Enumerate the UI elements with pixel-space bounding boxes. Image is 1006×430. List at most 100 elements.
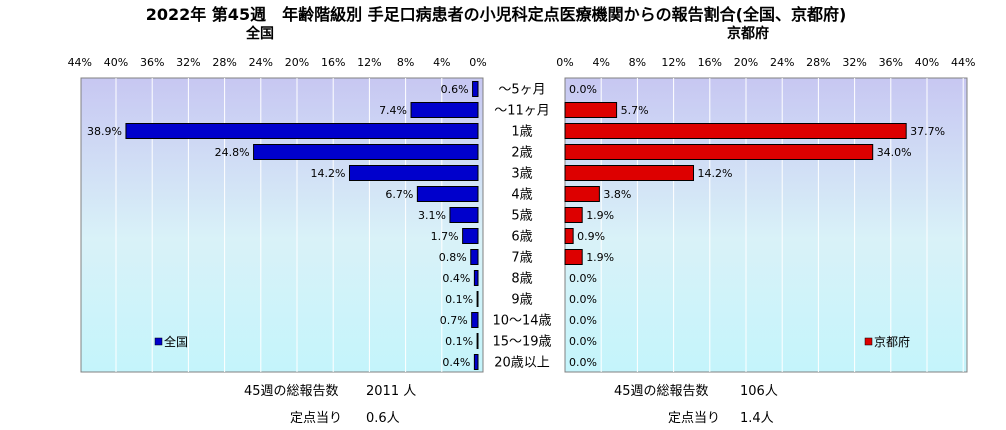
kyoto-bar bbox=[564, 207, 583, 223]
national-value-label: 38.9% bbox=[87, 125, 122, 138]
kyoto-bars: 0.0% 5.7% 37.7% 34.0% 14.2% 3.8% 1.9% 0.9% 1.9% 0… bbox=[564, 83, 945, 369]
kyoto-tick-label: 4% bbox=[592, 56, 609, 69]
national-tick-label: 20% bbox=[285, 56, 309, 69]
kyoto-legend-label: 京都府 bbox=[874, 334, 910, 349]
kyoto-tick-label: 36% bbox=[879, 56, 903, 69]
national-tick-label: 40% bbox=[104, 56, 128, 69]
kyoto-tick-label: 8% bbox=[629, 56, 646, 69]
national-value-label: 0.4% bbox=[442, 272, 470, 285]
national-value-label: 0.1% bbox=[445, 293, 473, 306]
national-tick-label: 4% bbox=[433, 56, 450, 69]
kyoto-tick-label: 0% bbox=[556, 56, 573, 69]
national-bar bbox=[470, 249, 479, 265]
age-category-label: 2歳 bbox=[511, 146, 532, 161]
age-category-label: ～11ヶ月 bbox=[494, 104, 550, 119]
age-category-labels: ～5ヶ月 ～11ヶ月 1歳 2歳 3歳 4歳 5歳 6歳 7歳 8歳 9歳 10～14歳 15～19歳 2… bbox=[492, 83, 551, 371]
kyoto-footer: 45週の総報告数 106人 定点当り 1.4人 bbox=[614, 384, 778, 426]
national-value-label: 1.7% bbox=[431, 230, 459, 243]
national-value-label: 3.1% bbox=[418, 209, 446, 222]
national-value-label: 14.2% bbox=[311, 167, 346, 180]
kyoto-x-axis-ticks: 0% 4% 8% 12% 16% 20% 24% 28% 32% 36% 40% 44% bbox=[556, 56, 975, 69]
kyoto-value-label: 37.7% bbox=[910, 125, 945, 138]
kyoto-tick-label: 20% bbox=[734, 56, 758, 69]
kyoto-legend-swatch bbox=[864, 337, 873, 346]
national-legend: 全国 bbox=[154, 334, 188, 349]
national-value-label: 0.1% bbox=[445, 335, 473, 348]
kyoto-tick-label: 24% bbox=[770, 56, 794, 69]
kyoto-value-label: 0.0% bbox=[569, 83, 597, 96]
national-legend-swatch bbox=[154, 337, 163, 346]
national-bar bbox=[449, 207, 479, 223]
kyoto-per-value: 1.4人 bbox=[740, 411, 774, 426]
kyoto-panel-title: 京都府 bbox=[727, 25, 769, 42]
national-value-label: 24.8% bbox=[215, 146, 250, 159]
kyoto-value-label: 0.9% bbox=[577, 230, 605, 243]
kyoto-per-label: 定点当り bbox=[668, 411, 720, 426]
national-tick-label: 0% bbox=[469, 56, 486, 69]
kyoto-value-label: 14.2% bbox=[698, 167, 733, 180]
national-total-value: 2011 人 bbox=[366, 384, 416, 399]
age-category-label: 1歳 bbox=[511, 125, 532, 140]
age-category-label: 4歳 bbox=[511, 188, 532, 203]
kyoto-value-label: 34.0% bbox=[877, 146, 912, 159]
national-legend-label: 全国 bbox=[164, 334, 188, 349]
kyoto-value-label: 1.9% bbox=[586, 251, 614, 264]
kyoto-tick-label: 32% bbox=[842, 56, 866, 69]
national-bar bbox=[462, 228, 479, 244]
national-value-label: 0.7% bbox=[440, 314, 468, 327]
national-tick-label: 36% bbox=[140, 56, 164, 69]
kyoto-tick-label: 44% bbox=[951, 56, 975, 69]
national-tick-label: 16% bbox=[321, 56, 345, 69]
age-category-label: 9歳 bbox=[511, 293, 532, 308]
age-category-label: 15～19歳 bbox=[492, 335, 551, 350]
national-tick-label: 32% bbox=[176, 56, 200, 69]
kyoto-value-label: 1.9% bbox=[586, 209, 614, 222]
national-value-label: 7.4% bbox=[379, 104, 407, 117]
national-bar bbox=[473, 354, 479, 370]
kyoto-tick-label: 16% bbox=[698, 56, 722, 69]
kyoto-bar bbox=[564, 228, 574, 244]
national-bar bbox=[473, 270, 479, 286]
chart-title: 2022年 第45週 年齢階級別 手足口病患者の小児科定点医療機関からの報告割合… bbox=[146, 5, 847, 24]
kyoto-value-label: 0.0% bbox=[569, 272, 597, 285]
age-category-label: 7歳 bbox=[511, 251, 532, 266]
kyoto-plot-area bbox=[564, 77, 968, 373]
age-category-label: 8歳 bbox=[511, 272, 532, 287]
national-tick-label: 24% bbox=[249, 56, 273, 69]
national-footer: 45週の総報告数 2011 人 定点当り 0.6人 bbox=[244, 384, 416, 426]
kyoto-value-label: 0.0% bbox=[569, 314, 597, 327]
kyoto-value-label: 0.0% bbox=[569, 335, 597, 348]
age-category-label: 10～14歳 bbox=[492, 314, 551, 329]
national-x-axis-ticks: 44% 40% 36% 32% 28% 24% 20% 16% 12% 8% 4% 0% bbox=[68, 56, 487, 69]
kyoto-bar bbox=[564, 102, 618, 118]
national-per-label: 定点当り bbox=[290, 411, 342, 426]
age-category-label: ～5ヶ月 bbox=[498, 83, 545, 98]
kyoto-legend: 京都府 bbox=[864, 334, 910, 349]
kyoto-value-label: 3.8% bbox=[603, 188, 631, 201]
kyoto-bar bbox=[564, 123, 907, 139]
national-bar bbox=[472, 81, 479, 97]
national-bar bbox=[125, 123, 479, 139]
national-total-label: 45週の総報告数 bbox=[244, 384, 339, 399]
kyoto-value-label: 0.0% bbox=[569, 356, 597, 369]
age-category-label: 5歳 bbox=[511, 209, 532, 224]
national-bar bbox=[410, 102, 479, 118]
national-bar bbox=[348, 165, 479, 181]
kyoto-bar bbox=[564, 186, 600, 202]
kyoto-tick-label: 12% bbox=[661, 56, 685, 69]
kyoto-total-value: 106人 bbox=[740, 384, 778, 399]
kyoto-tick-label: 28% bbox=[806, 56, 830, 69]
kyoto-value-label: 0.0% bbox=[569, 293, 597, 306]
national-value-label: 6.7% bbox=[385, 188, 413, 201]
national-plot-area bbox=[80, 77, 484, 373]
national-tick-label: 8% bbox=[397, 56, 414, 69]
kyoto-bar bbox=[564, 144, 874, 160]
national-value-label: 0.4% bbox=[442, 356, 470, 369]
national-value-label: 0.6% bbox=[441, 83, 469, 96]
age-category-label: 6歳 bbox=[511, 230, 532, 245]
national-bar bbox=[253, 144, 479, 160]
age-category-label: 3歳 bbox=[511, 167, 532, 182]
kyoto-tick-label: 40% bbox=[915, 56, 939, 69]
national-tick-label: 12% bbox=[357, 56, 381, 69]
